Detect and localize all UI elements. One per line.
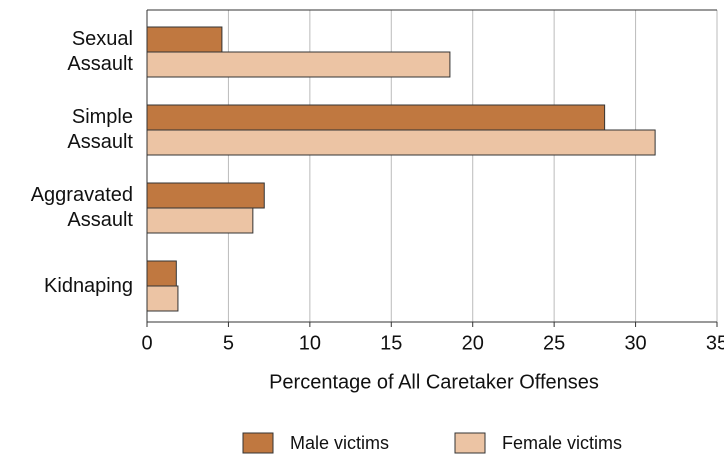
bar	[146, 285, 179, 312]
x-tick-label: 0	[141, 332, 152, 354]
x-tick-label: 15	[380, 332, 402, 354]
x-tick-label: 30	[624, 332, 646, 354]
bar	[146, 207, 254, 234]
legend-label: Male victims	[290, 433, 389, 453]
x-tick-label: 35	[706, 332, 724, 354]
y-tick-label: Sexual Assault	[67, 28, 133, 75]
bar	[146, 129, 656, 156]
legend-label: Female victims	[502, 433, 622, 453]
x-axis-title: Percentage of All Caretaker Offenses	[269, 371, 599, 393]
bar	[146, 260, 177, 287]
x-tick-label: 25	[543, 332, 565, 354]
x-tick-label: 10	[299, 332, 321, 354]
x-tick-label: 5	[223, 332, 234, 354]
y-tick-label: Aggravated Assault	[30, 184, 133, 231]
bar	[146, 182, 265, 209]
legend-swatch	[454, 432, 486, 454]
y-tick-label: Simple Assault	[67, 106, 133, 153]
bar	[146, 51, 451, 78]
y-tick-label: Kidnaping	[44, 274, 133, 297]
bar	[146, 104, 606, 131]
x-tick-label: 20	[462, 332, 484, 354]
legend-swatch	[242, 432, 274, 454]
bar	[146, 26, 223, 53]
